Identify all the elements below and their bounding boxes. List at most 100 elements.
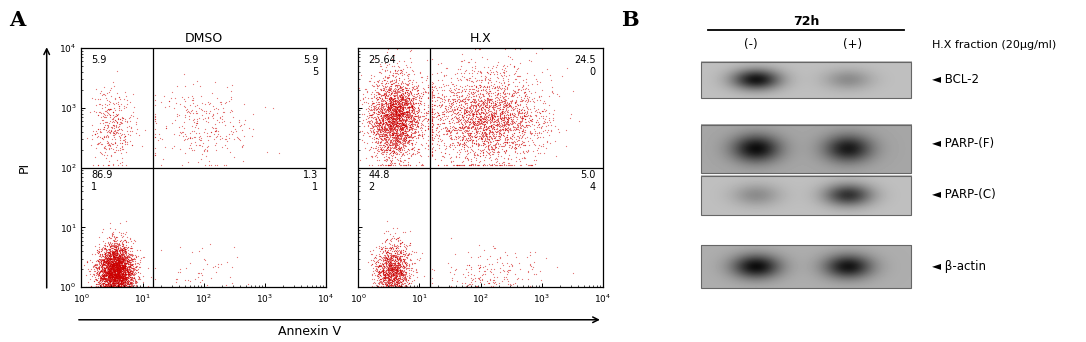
Point: [404, 265, 421, 271]
Point: [400, 242, 417, 248]
Point: [371, 87, 389, 92]
Point: [103, 259, 121, 264]
Point: [432, 84, 450, 89]
Point: [364, 276, 381, 282]
Point: [106, 248, 124, 253]
Point: [372, 109, 390, 114]
Point: [397, 86, 415, 91]
Point: [97, 267, 114, 272]
Point: [102, 262, 119, 268]
Point: [87, 278, 104, 283]
Point: [484, 280, 502, 285]
Point: [424, 79, 441, 84]
Point: [444, 89, 462, 94]
Point: [468, 120, 485, 126]
Point: [449, 70, 466, 76]
Point: [104, 273, 122, 279]
Point: [424, 124, 441, 130]
Point: [109, 130, 126, 136]
Point: [94, 262, 112, 267]
Point: [424, 110, 441, 115]
Point: [123, 275, 140, 280]
Point: [504, 139, 521, 145]
Point: [495, 116, 513, 122]
Point: [111, 285, 128, 290]
Point: [101, 262, 118, 268]
Point: [104, 285, 122, 290]
Point: [167, 276, 185, 281]
Point: [100, 278, 117, 284]
Point: [494, 90, 512, 96]
Point: [99, 265, 116, 271]
Point: [102, 272, 119, 278]
Point: [409, 95, 427, 101]
Point: [111, 284, 128, 289]
Point: [393, 240, 411, 245]
Point: [391, 104, 408, 110]
Point: [102, 267, 119, 272]
Point: [384, 112, 402, 118]
Point: [376, 136, 393, 141]
Point: [406, 94, 424, 99]
Point: [492, 80, 509, 85]
Point: [104, 253, 122, 258]
Point: [377, 162, 394, 168]
Point: [171, 266, 188, 272]
Point: [86, 262, 103, 267]
Point: [491, 162, 508, 168]
Point: [97, 149, 114, 155]
Point: [96, 259, 113, 264]
Point: [396, 229, 414, 235]
Point: [475, 150, 492, 155]
Point: [106, 282, 124, 288]
Point: [181, 261, 199, 266]
Point: [506, 100, 523, 105]
Point: [458, 155, 476, 161]
Point: [96, 256, 113, 262]
Point: [451, 103, 468, 108]
Point: [112, 265, 129, 271]
Point: [123, 245, 140, 250]
Point: [403, 102, 420, 108]
Point: [533, 123, 551, 129]
Point: [406, 120, 424, 125]
Point: [115, 278, 132, 283]
Point: [428, 113, 445, 118]
Point: [471, 91, 489, 97]
Point: [483, 114, 501, 120]
Point: [386, 120, 403, 126]
Point: [394, 268, 412, 274]
Point: [106, 259, 124, 264]
Point: [454, 134, 471, 140]
Point: [394, 111, 412, 117]
Point: [379, 105, 396, 110]
Point: [365, 126, 382, 131]
Point: [116, 285, 134, 290]
Point: [500, 124, 517, 130]
Point: [482, 82, 500, 88]
Point: [181, 102, 199, 107]
Point: [390, 257, 407, 262]
Point: [86, 276, 103, 281]
Point: [121, 271, 138, 276]
Point: [369, 78, 387, 83]
Point: [97, 133, 114, 139]
Point: [123, 275, 140, 281]
Point: [392, 263, 409, 269]
Point: [466, 124, 483, 130]
Point: [372, 269, 390, 275]
Point: [391, 282, 408, 288]
Point: [368, 113, 386, 118]
Point: [92, 268, 110, 274]
Point: [482, 108, 500, 114]
Point: [365, 255, 382, 261]
Point: [502, 128, 519, 133]
Point: [453, 51, 470, 57]
Point: [104, 269, 122, 275]
Point: [103, 240, 121, 246]
Point: [399, 262, 416, 268]
Point: [119, 275, 137, 280]
Point: [505, 113, 522, 119]
Point: [465, 285, 482, 290]
Point: [109, 271, 126, 277]
